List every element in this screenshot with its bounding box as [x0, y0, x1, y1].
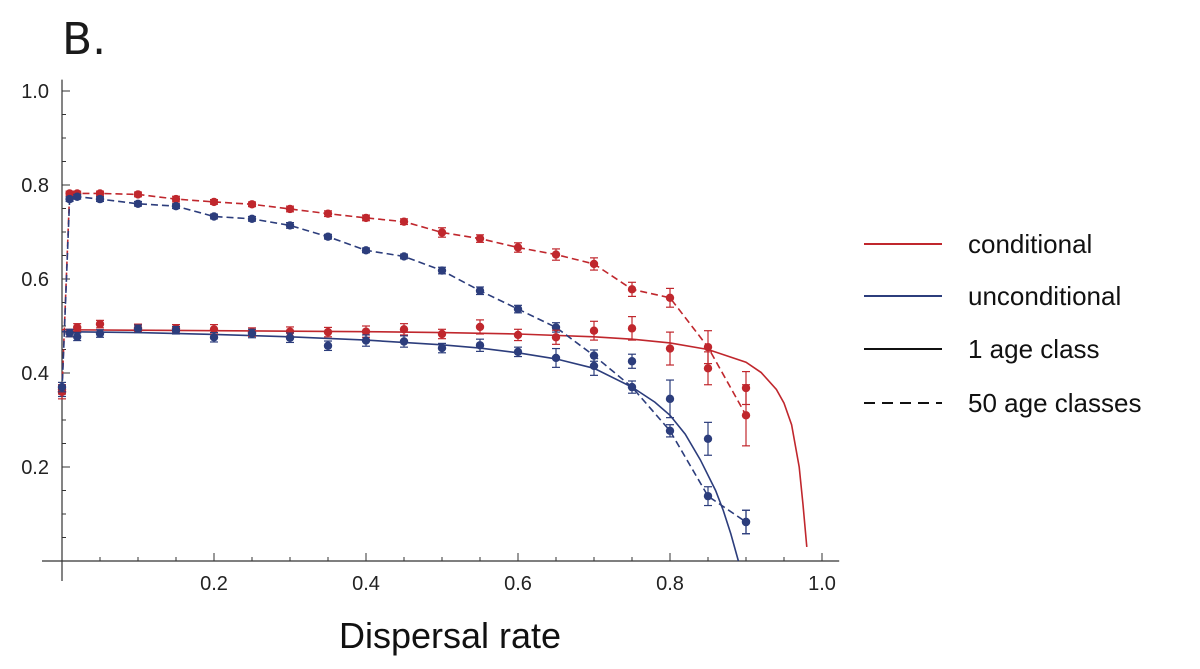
- panel-label: B.: [62, 14, 106, 65]
- legend-label-4: 50 age classes: [968, 388, 1141, 418]
- conditional-data-point: [133, 190, 143, 199]
- legend-label-1: conditional: [968, 229, 1092, 259]
- x-tick-label: 0.8: [656, 573, 684, 595]
- data-points: [57, 189, 751, 535]
- conditional-data-point: [437, 329, 447, 339]
- unconditional-data-point: [95, 329, 105, 338]
- unconditional-data-point: [399, 252, 409, 261]
- y-tick-label: 1.0: [21, 81, 49, 103]
- y-tick-label: 0.2: [21, 457, 49, 479]
- legend-label-3: 1 age class: [968, 334, 1100, 364]
- conditional-data-point: [665, 293, 675, 302]
- unconditional-50-age-classes-line: [61, 195, 747, 523]
- unconditional-data-point: [665, 426, 675, 436]
- conditional-data-point: [627, 324, 637, 333]
- unconditional-data-point: [589, 361, 599, 371]
- conditional-data-point: [247, 200, 257, 209]
- unconditional-data-point: [57, 382, 67, 392]
- conditional-data-point: [589, 259, 599, 269]
- unconditional-data-point: [551, 323, 561, 332]
- conditional-data-point: [551, 333, 561, 342]
- unconditional-data-point: [247, 329, 257, 338]
- conditional-data-point: [73, 323, 82, 332]
- unconditional-data-point: [285, 333, 295, 342]
- conditional-data-point: [399, 217, 409, 226]
- conditional-50-age-classes-line: [61, 192, 747, 416]
- unconditional-data-point: [475, 341, 485, 350]
- conditional-data-point: [703, 342, 713, 352]
- unconditional-data-point: [361, 246, 371, 255]
- unconditional-data-point: [73, 192, 82, 201]
- unconditional-data-point: [133, 199, 143, 208]
- unconditional-data-point: [323, 341, 333, 350]
- unconditional-data-point: [513, 347, 523, 357]
- conditional-data-point: [95, 319, 105, 329]
- conditional-data-point: [627, 285, 637, 294]
- conditional-data-point: [209, 325, 219, 334]
- unconditional-data-point: [65, 328, 74, 338]
- conditional-data-point: [551, 250, 561, 259]
- y-tick-label: 0.4: [21, 363, 49, 385]
- conditional-data-point: [361, 327, 371, 336]
- conditional-data-point: [513, 330, 523, 340]
- unconditional-data-point: [209, 333, 219, 342]
- unconditional-data-point: [703, 434, 713, 443]
- legend: conditional unconditional 1 age class 50 ag…: [864, 229, 1141, 418]
- unconditional-data-point: [437, 343, 447, 353]
- axes: 0.2 0.4 0.6 0.8 1.0 0.2 0.4 0.6 0.8 1.0: [21, 79, 840, 595]
- y-tick-label: 0.8: [21, 175, 49, 197]
- unconditional-data-point: [513, 304, 523, 314]
- y-tick-label: 0.6: [21, 269, 49, 291]
- conditional-data-point: [285, 327, 295, 336]
- conditional-data-point: [589, 326, 599, 335]
- conditional-data-point: [209, 197, 219, 207]
- unconditional-data-point: [171, 201, 181, 211]
- conditional-data-point: [323, 209, 333, 218]
- x-tick-label: 0.4: [352, 573, 380, 595]
- unconditional-data-point: [399, 337, 409, 346]
- unconditional-data-point: [133, 324, 143, 334]
- unconditional-data-point: [73, 332, 82, 342]
- conditional-data-point: [437, 228, 447, 237]
- unconditional-data-point: [361, 336, 371, 345]
- conditional-data-point: [171, 194, 181, 204]
- unconditional-data-point: [285, 221, 295, 230]
- conditional-data-point: [475, 322, 485, 332]
- unconditional-data-point: [65, 194, 74, 204]
- conditional-data-point: [361, 213, 371, 223]
- conditional-data-point: [323, 327, 333, 337]
- series-lines: [61, 192, 808, 562]
- x-axis-title: Dispersal rate: [339, 615, 561, 656]
- conditional-data-point: [741, 411, 751, 420]
- unconditional-data-point: [665, 394, 675, 404]
- unconditional-data-point: [209, 212, 219, 221]
- legend-label-2: unconditional: [968, 281, 1121, 311]
- unconditional-data-point: [703, 491, 713, 501]
- unconditional-data-point: [437, 266, 447, 275]
- unconditional-data-point: [247, 214, 257, 224]
- conditional-data-point: [703, 364, 713, 373]
- unconditional-1-age-class-line: [61, 330, 740, 562]
- x-tick-label: 0.2: [200, 573, 228, 595]
- conditional-data-point: [399, 325, 409, 334]
- unconditional-data-point: [475, 286, 485, 295]
- unconditional-data-point: [741, 517, 751, 527]
- x-tick-label: 1.0: [808, 573, 836, 595]
- conditional-data-point: [475, 234, 485, 243]
- conditional-data-point: [513, 243, 523, 252]
- unconditional-data-point: [171, 326, 181, 335]
- conditional-data-point: [741, 383, 751, 393]
- unconditional-data-point: [627, 382, 637, 392]
- unconditional-data-point: [627, 357, 637, 366]
- conditional-data-point: [285, 204, 295, 214]
- unconditional-data-point: [551, 353, 561, 363]
- conditional-data-point: [665, 344, 675, 353]
- unconditional-data-point: [589, 351, 599, 360]
- conditional-1-age-class-line: [61, 328, 808, 547]
- unconditional-data-point: [323, 232, 333, 241]
- unconditional-data-point: [95, 194, 105, 204]
- x-tick-label: 0.6: [504, 573, 532, 595]
